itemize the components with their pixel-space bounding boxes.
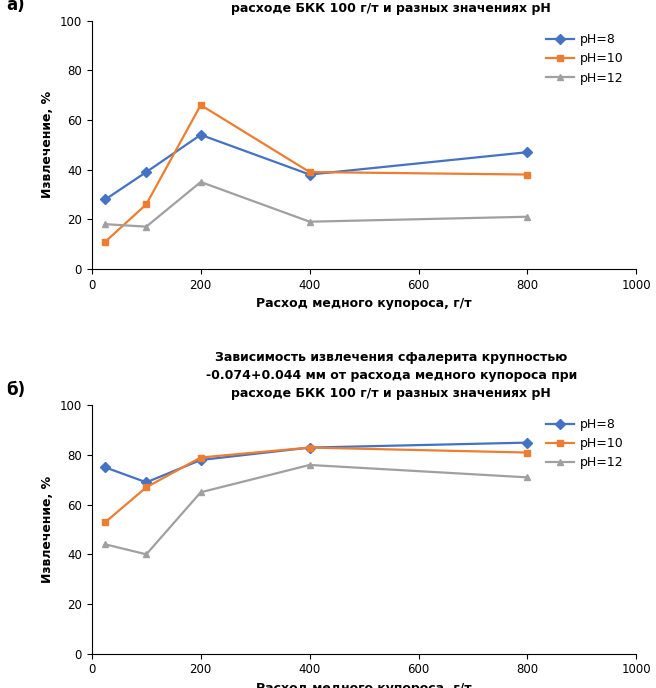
pH=8 [523, 438, 531, 447]
Y-axis label: Извлечение, %: Извлечение, % [41, 476, 54, 583]
Line: pH=12: pH=12 [102, 462, 531, 558]
X-axis label: Расход медного купороса, г/т: Расход медного купороса, г/т [256, 297, 472, 310]
pH=10 [523, 449, 531, 457]
Title: Зависимость извлечения пирита крупностью
-0.074+0.044 мм от расхода медного купо: Зависимость извлечения пирита крупностью… [206, 0, 577, 15]
Legend: pH=8, pH=10, pH=12: pH=8, pH=10, pH=12 [540, 27, 630, 91]
pH=8 [197, 456, 205, 464]
pH=10 [102, 518, 110, 526]
Line: pH=10: pH=10 [102, 102, 531, 245]
Line: pH=12: pH=12 [102, 178, 531, 230]
pH=12 [523, 473, 531, 482]
pH=10 [197, 101, 205, 109]
Line: pH=10: pH=10 [102, 444, 531, 526]
pH=8 [523, 148, 531, 156]
pH=8 [306, 444, 314, 452]
Title: Зависимость извлечения сфалерита крупностью
-0.074+0.044 мм от расхода медного к: Зависимость извлечения сфалерита крупнос… [206, 351, 577, 400]
pH=12 [306, 461, 314, 469]
pH=12 [306, 217, 314, 226]
pH=12 [102, 540, 110, 548]
Line: pH=8: pH=8 [102, 131, 531, 203]
pH=12 [102, 220, 110, 228]
Line: pH=8: pH=8 [102, 439, 531, 486]
pH=10 [142, 200, 150, 208]
pH=8 [306, 171, 314, 179]
pH=8 [102, 463, 110, 471]
pH=10 [142, 483, 150, 491]
pH=10 [102, 237, 110, 246]
pH=12 [197, 488, 205, 496]
pH=12 [142, 550, 150, 559]
Text: а): а) [7, 0, 25, 14]
pH=8 [142, 478, 150, 486]
pH=8 [142, 168, 150, 176]
pH=10 [523, 171, 531, 179]
pH=10 [306, 168, 314, 176]
Y-axis label: Извлечение, %: Извлечение, % [41, 92, 54, 198]
X-axis label: Расход медного купороса, г/т: Расход медного купороса, г/т [256, 682, 472, 688]
pH=10 [306, 444, 314, 452]
pH=12 [142, 222, 150, 230]
pH=8 [102, 195, 110, 204]
Text: б): б) [7, 380, 26, 398]
pH=8 [197, 131, 205, 139]
Legend: pH=8, pH=10, pH=12: pH=8, pH=10, pH=12 [540, 411, 630, 475]
pH=10 [197, 453, 205, 462]
pH=12 [523, 213, 531, 221]
pH=12 [197, 178, 205, 186]
